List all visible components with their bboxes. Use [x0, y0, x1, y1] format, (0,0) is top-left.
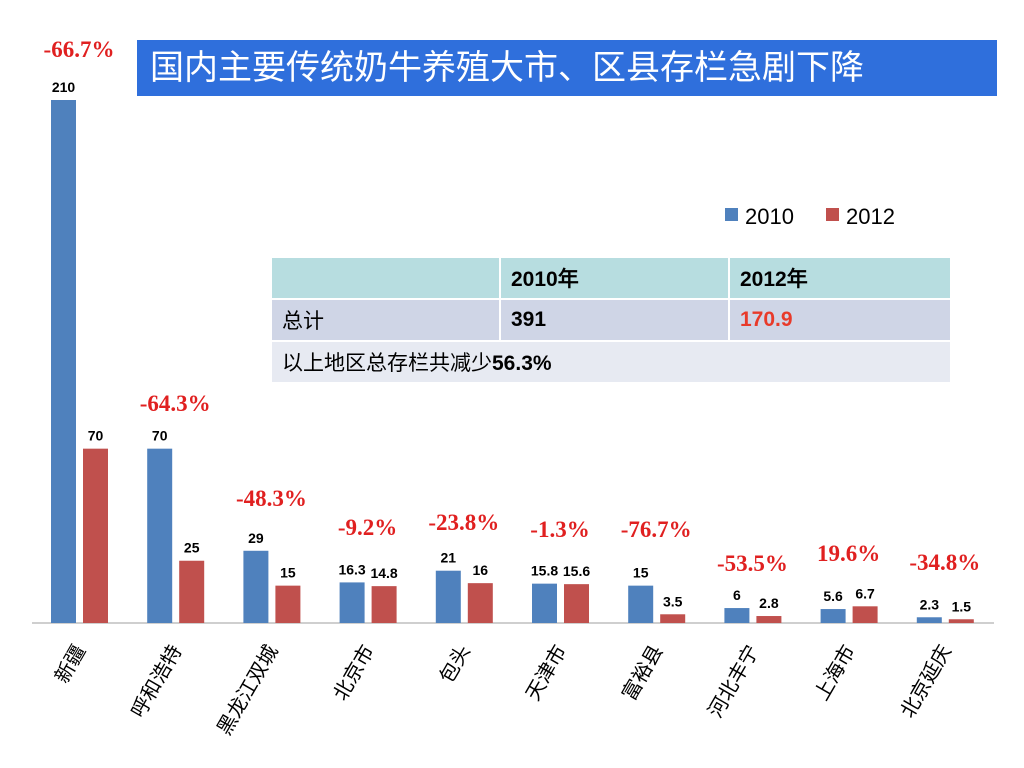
data-label-2010-9: 2.3	[920, 596, 940, 612]
change-label-3: -9.2%	[338, 515, 397, 540]
legend-swatch-2010	[725, 208, 738, 221]
chart-title: 国内主要传统奶牛养殖大市、区县存栏急剧下降	[150, 48, 864, 88]
bar-2010-5	[532, 583, 557, 623]
table-header-row: 2010年 2012年	[270, 256, 952, 300]
table-header-2012: 2012年	[728, 256, 952, 300]
table-row-decrease: 以上地区总存栏共减少56.3%	[270, 340, 952, 384]
data-label-2010-7: 6	[733, 587, 741, 603]
data-label-2012-6: 3.5	[663, 593, 683, 609]
bar-2012-7	[756, 616, 782, 623]
legend: 2010 2012	[725, 204, 895, 229]
bar-2012-8	[852, 606, 878, 623]
data-label-2010-8: 5.6	[823, 588, 843, 604]
bar-2010-1	[147, 448, 173, 623]
change-label-1: -64.3%	[140, 391, 211, 416]
data-label-2012-9: 1.5	[952, 598, 972, 614]
title-bar	[137, 40, 997, 96]
change-label-5: -1.3%	[530, 517, 589, 542]
table-header-empty	[270, 256, 501, 300]
data-label-2010-6: 15	[633, 565, 649, 581]
table-row-total: 总计 391 170.9	[270, 298, 952, 342]
bar-2012-5	[564, 584, 589, 623]
category-label-1: 呼和浩特	[126, 641, 187, 722]
summary-table: 2010年 2012年 总计 391 170.9 以上地区总存栏共减少56.3%	[270, 256, 952, 384]
category-label-9: 北京延庆	[895, 641, 956, 722]
bar-2010-8	[820, 609, 846, 623]
data-label-2010-0: 210	[52, 79, 76, 95]
bar-2010-0	[51, 100, 76, 623]
category-label-7: 河北丰宁	[703, 641, 764, 722]
bar-2012-0	[83, 448, 108, 623]
bar-2012-1	[179, 560, 205, 623]
data-label-2010-1: 70	[152, 428, 168, 444]
data-label-2012-5: 15.6	[563, 563, 590, 579]
decrease-percent: 56.3%	[492, 352, 552, 375]
bar-2010-6	[628, 585, 654, 623]
bar-2010-3	[339, 582, 365, 623]
bar-2012-6	[660, 614, 686, 623]
category-label-5: 天津市	[521, 641, 572, 705]
data-label-2010-3: 16.3	[338, 561, 365, 577]
bar-2012-4	[467, 583, 493, 623]
data-label-2012-4: 16	[473, 562, 489, 578]
change-label-7: -53.5%	[717, 551, 788, 576]
legend-label-2010: 2010	[745, 204, 794, 229]
data-label-2012-3: 14.8	[370, 565, 397, 581]
change-label-4: -23.8%	[428, 510, 499, 535]
bar-2010-2	[243, 550, 269, 623]
decrease-text: 以上地区总存栏共减少	[282, 352, 492, 375]
change-label-0: -66.7%	[44, 37, 115, 62]
category-label-0: 新疆	[50, 641, 91, 688]
data-label-2012-1: 25	[184, 540, 200, 556]
table-cell-total-2010: 391	[499, 298, 730, 342]
legend-label-2012: 2012	[846, 204, 895, 229]
data-label-2010-2: 29	[248, 530, 264, 546]
category-label-3: 北京市	[328, 641, 379, 705]
change-label-8: 19.6%	[817, 541, 880, 566]
category-label-8: 上海市	[809, 641, 860, 705]
table-cell-total-2012: 170.9	[728, 298, 952, 342]
category-label-6: 富裕县	[617, 641, 668, 705]
bar-2012-9	[948, 619, 974, 623]
bar-2010-9	[916, 617, 942, 623]
category-label-4: 包头	[434, 641, 475, 688]
table-header-2010: 2010年	[499, 256, 730, 300]
table-cell-decrease: 以上地区总存栏共减少56.3%	[270, 340, 952, 384]
bar-2010-4	[435, 570, 461, 623]
change-label-9: -34.8%	[909, 550, 980, 575]
category-label-2: 黑龙江双城	[212, 641, 283, 740]
bar-2010-7	[724, 608, 750, 623]
table-cell-total-label: 总计	[270, 298, 501, 342]
change-label-2: -48.3%	[236, 486, 307, 511]
data-label-2010-5: 15.8	[531, 563, 558, 579]
bar-2012-3	[371, 586, 397, 623]
data-label-2012-2: 15	[280, 565, 296, 581]
data-label-2010-4: 21	[441, 550, 457, 566]
legend-swatch-2012	[826, 208, 839, 221]
bar-2012-2	[275, 585, 301, 623]
data-label-2012-7: 2.8	[759, 595, 779, 611]
change-label-6: -76.7%	[621, 517, 692, 542]
data-label-2012-8: 6.7	[855, 585, 875, 601]
data-label-2012-0: 70	[88, 428, 104, 444]
